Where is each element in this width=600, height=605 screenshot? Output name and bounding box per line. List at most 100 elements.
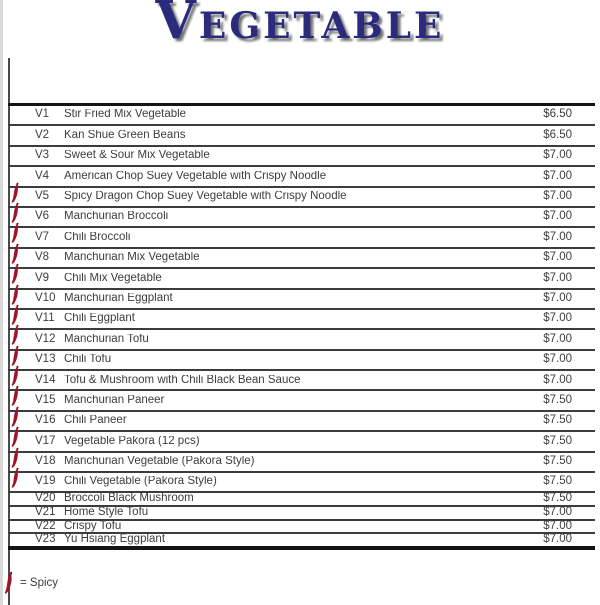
menu-row: V8 Manchurian Mix Vegetable $7.00 — [8, 243, 595, 270]
chili-pepper-icon — [11, 427, 19, 447]
chili-pepper-icon — [11, 304, 19, 325]
item-name: Spicy Dragon Chop Suey Vegetable with Cr… — [64, 191, 347, 202]
chili-pepper-icon — [11, 386, 19, 407]
menu-row: V23 Yu Hsiang Eggplant $7.00 — [8, 534, 595, 546]
item-price: $7.00 — [543, 332, 572, 345]
chili-pepper-icon — [11, 202, 19, 223]
item-price: $7.50 — [543, 492, 572, 505]
chili-pepper-icon — [11, 406, 19, 427]
chili-pepper-icon — [11, 263, 19, 284]
menu-row: V11 Chili Eggplant $7.00 — [8, 304, 595, 331]
menu-row: V3 Sweet & Sour Mix Vegetable $7.00 — [8, 147, 595, 168]
item-price: $7.50 — [543, 434, 572, 447]
chili-pepper-icon — [11, 223, 19, 244]
chili-pepper-icon — [11, 243, 19, 264]
item-code: V19 — [35, 475, 56, 488]
item-price: $7.50 — [543, 414, 572, 427]
item-code: V1 — [35, 108, 50, 121]
item-code: V16 — [35, 414, 56, 427]
menu-row: V5 Spicy Dragon Chop Suey Vegetable with… — [8, 182, 595, 208]
item-name: Manchurian Eggplant — [64, 292, 173, 304]
item-price: $7.00 — [543, 210, 572, 223]
menu-row: V6 Manchurian Broccoli $7.00 — [8, 202, 595, 229]
item-code: V20 — [35, 492, 56, 505]
item-name: Chili Tofu — [64, 354, 112, 366]
item-name: Vegetable Pakora (12 pcs) — [64, 435, 200, 447]
chili-pepper-icon — [11, 467, 19, 488]
item-code: V14 — [35, 373, 56, 386]
section-title: Vegetable — [155, 0, 445, 51]
item-code: V3 — [35, 149, 50, 162]
item-price: $7.00 — [543, 149, 572, 162]
item-name: Home Style Tofu — [64, 507, 149, 519]
item-code: V22 — [35, 519, 56, 532]
item-price: $7.00 — [543, 291, 572, 304]
menu-row: V4 American Chop Suey Vegetable with Cri… — [8, 167, 595, 188]
item-code: V6 — [35, 210, 50, 223]
chili-pepper-icon — [11, 365, 19, 386]
menu-row: V17 Vegetable Pakora (12 pcs) $7.50 — [8, 427, 595, 453]
item-price: $7.00 — [543, 251, 572, 264]
item-name: Manchurian Tofu — [64, 333, 149, 345]
menu-row: V22 Crispy Tofu $7.00 — [8, 519, 595, 535]
item-price: $7.00 — [543, 533, 572, 546]
chili-pepper-icon — [11, 325, 19, 345]
page-scan-edge — [0, 0, 3, 605]
menu-row: V15 Manchurian Paneer $7.50 — [8, 386, 595, 412]
chili-pepper-icon — [11, 345, 19, 366]
item-name: Chili Broccoli — [64, 231, 131, 243]
item-name: Manchurian Paneer — [64, 394, 165, 406]
menu-row: V20 Broccoli Black Mushroom $7.50 — [8, 492, 595, 508]
item-name: Manchurian Broccoli — [64, 211, 169, 223]
item-price: $7.00 — [543, 230, 572, 243]
item-price: $7.00 — [543, 353, 572, 366]
item-name: Chili Mix Vegetable — [64, 272, 162, 284]
item-name: Chili Vegetable (Pakora Style) — [64, 476, 217, 488]
item-price: $7.00 — [543, 271, 572, 284]
spicy-legend-label: = Spicy — [20, 577, 59, 589]
item-name: Yu Hsiang Eggplant — [64, 534, 166, 546]
item-code: V2 — [35, 128, 50, 141]
menu-row: V21 Home Style Tofu $7.00 — [8, 507, 595, 521]
item-name: Broccoli Black Mushroom — [64, 493, 194, 505]
item-price: $7.00 — [543, 373, 572, 386]
item-name: Manchurian Mix Vegetable — [64, 252, 200, 264]
menu-row: V13 Chili Tofu $7.00 — [8, 345, 595, 372]
item-price: $7.50 — [543, 393, 572, 406]
item-code: V15 — [35, 393, 56, 406]
menu-row: V1 Stir Fried Mix Vegetable $6.50 — [8, 106, 595, 127]
menu-row: V10 Manchurian Eggplant $7.00 — [8, 284, 595, 310]
item-code: V18 — [35, 455, 56, 468]
item-code: V9 — [35, 271, 50, 284]
menu-row: V14 Tofu & Mushroom with Chili Black Bea… — [8, 365, 595, 392]
item-code: V13 — [35, 353, 56, 366]
item-code: V11 — [35, 312, 55, 325]
item-code: V12 — [35, 332, 56, 345]
spicy-legend: = Spicy — [3, 571, 58, 595]
menu-row: V18 Manchurian Vegetable (Pakora Style) … — [8, 447, 595, 474]
menu-row: V16 Chili Paneer $7.50 — [8, 406, 595, 433]
section-header: Vegetable — [0, 0, 600, 49]
chili-pepper-icon — [11, 182, 19, 203]
item-name: Sweet & Sour Mix Vegetable — [64, 150, 210, 162]
item-name: Chili Eggplant — [64, 313, 135, 325]
item-code: V10 — [35, 291, 56, 304]
item-name: American Chop Suey Vegetable with Crispy… — [64, 170, 327, 182]
item-price: $7.00 — [543, 506, 572, 519]
item-code: V21 — [35, 506, 56, 519]
item-name: Chili Paneer — [64, 415, 127, 427]
menu-row: V2 Kan Shue Green Beans $6.50 — [8, 126, 595, 147]
menu-row: V19 Chili Vegetable (Pakora Style) $7.50 — [8, 467, 595, 494]
item-name: Crispy Tofu — [64, 520, 122, 532]
left-vertical-rule — [8, 58, 10, 605]
item-name: Stir Fried Mix Vegetable — [64, 109, 187, 121]
item-price: $7.00 — [543, 519, 572, 532]
menu-row: V7 Chili Broccoli $7.00 — [8, 223, 595, 249]
menu-row: V12 Manchurian Tofu $7.00 — [8, 325, 595, 351]
chili-pepper-icon — [11, 447, 19, 468]
item-code: V4 — [35, 169, 50, 182]
menu-row: V9 Chili Mix Vegetable $7.00 — [8, 263, 595, 290]
item-name: Kan Shue Green Beans — [64, 129, 186, 141]
item-price: $6.50 — [543, 128, 572, 141]
menu-table: V1 Stir Fried Mix Vegetable $6.50 V2 Kan… — [8, 103, 595, 550]
